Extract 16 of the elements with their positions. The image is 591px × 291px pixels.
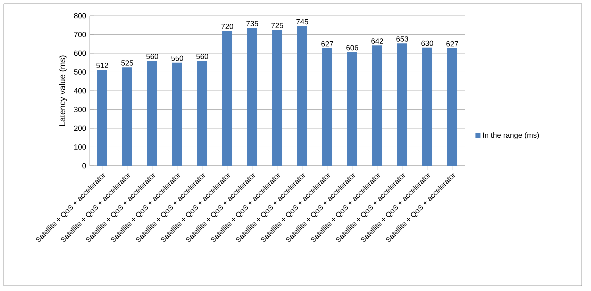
bar bbox=[172, 62, 182, 166]
bar bbox=[372, 46, 383, 166]
bar bbox=[98, 70, 108, 166]
bar bbox=[122, 68, 132, 166]
bar bbox=[322, 48, 333, 166]
bar bbox=[422, 48, 433, 166]
bar bbox=[298, 26, 308, 166]
y-axis-title: Latency value (ms) bbox=[59, 56, 68, 126]
bar bbox=[398, 44, 408, 166]
bar bbox=[348, 52, 358, 166]
bar bbox=[222, 31, 233, 166]
bar bbox=[148, 61, 158, 166]
bar bbox=[448, 48, 458, 166]
bar bbox=[272, 30, 283, 166]
bar bbox=[248, 28, 258, 166]
bar bbox=[198, 61, 208, 166]
